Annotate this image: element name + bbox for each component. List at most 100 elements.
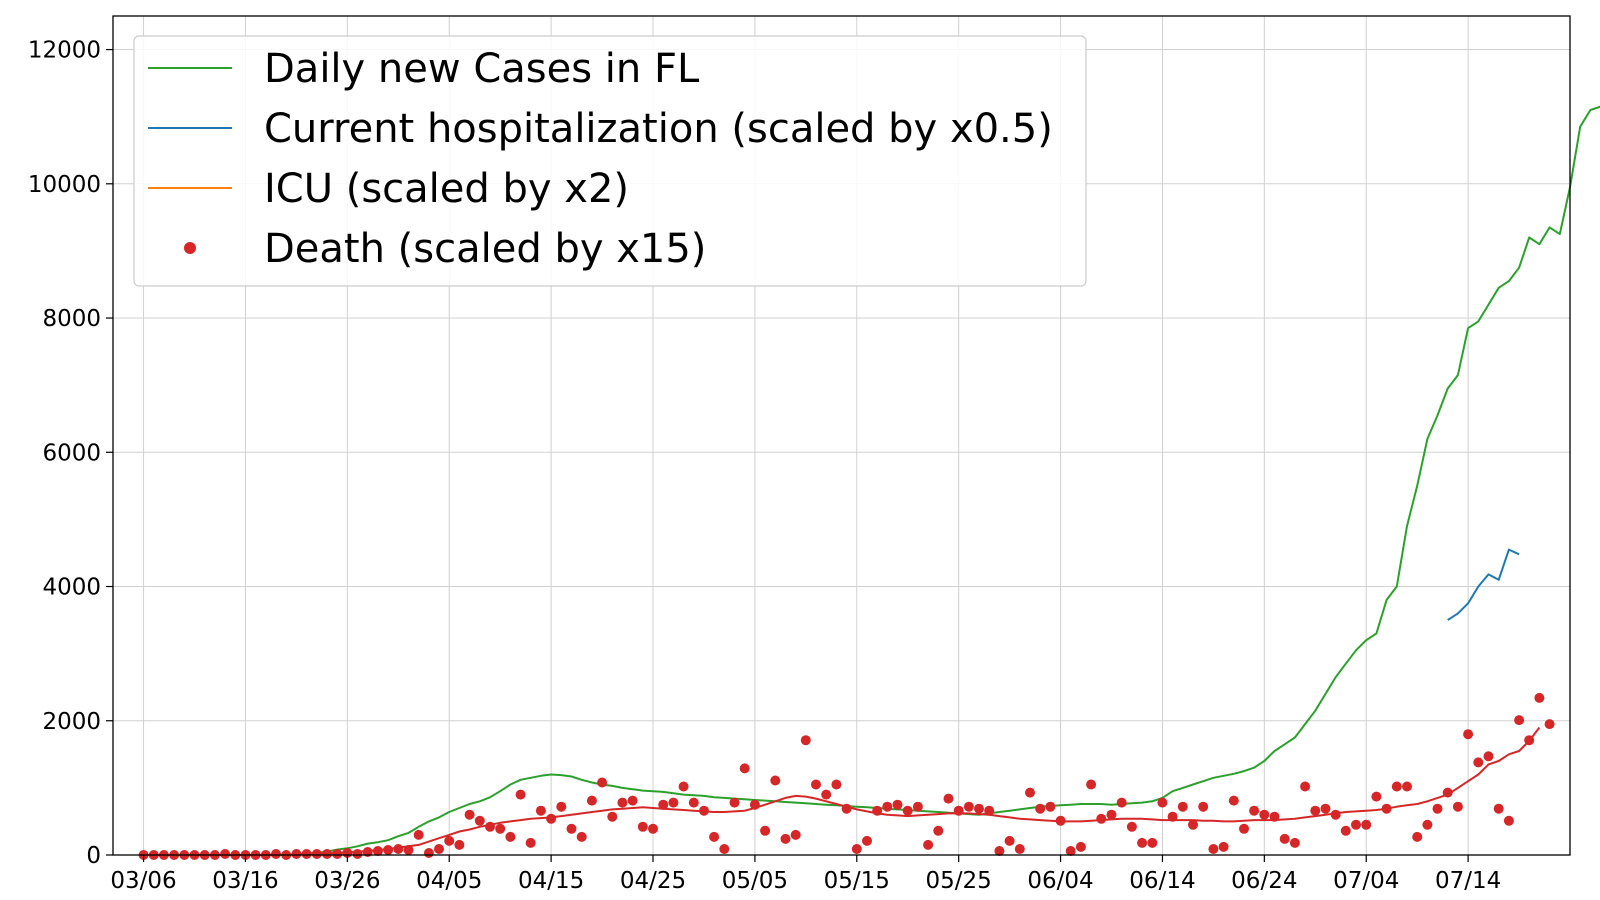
death-point — [1289, 837, 1300, 848]
legend-label: Current hospitalization (scaled by x0.5) — [264, 106, 1053, 152]
death-point — [1259, 809, 1270, 820]
death-point — [923, 839, 934, 850]
death-point — [1514, 715, 1525, 726]
death-point — [719, 844, 730, 854]
death-point — [831, 779, 842, 790]
death-point — [668, 797, 679, 808]
death-point — [1177, 801, 1188, 812]
legend-label: Death (scaled by x15) — [264, 226, 706, 272]
death-point — [617, 797, 628, 808]
death-point — [790, 829, 801, 840]
death-point — [800, 735, 811, 746]
y-tick-label: 0 — [86, 843, 101, 869]
death-point — [811, 779, 821, 790]
death-point — [515, 789, 526, 800]
death-point — [1126, 821, 1137, 832]
death-point — [495, 823, 506, 834]
death-point — [729, 797, 740, 808]
x-tick-label: 07/14 — [1435, 868, 1501, 894]
death-point — [1137, 837, 1148, 848]
death-point — [974, 803, 984, 814]
death-point — [1116, 797, 1127, 808]
series-death-scaled-by-x15 — [138, 692, 1555, 860]
x-tick-label: 03/26 — [314, 868, 380, 894]
x-tick-label: 05/05 — [722, 868, 788, 894]
plot-frame — [112, 15, 1571, 856]
death-point — [637, 821, 648, 832]
death-point — [1503, 815, 1514, 826]
axes: 0 2000 4000 6000 8000 10000 12000 03/06 03/16 03/… — [28, 38, 1501, 894]
death-point — [912, 801, 923, 812]
death-point — [464, 809, 475, 820]
series-daily-new-cases-in-fl — [143, 104, 1600, 856]
series-line-current-hospitalization-scaled-by-x0-5 — [1447, 548, 1520, 621]
death-point — [607, 811, 618, 822]
y-tick-label: 2000 — [42, 709, 101, 735]
x-tick-label: 04/15 — [518, 868, 584, 894]
death-point — [1340, 825, 1351, 836]
death-point — [1045, 801, 1056, 812]
death-point — [1096, 813, 1107, 824]
death-point — [688, 797, 699, 808]
death-point — [1025, 787, 1035, 798]
x-tick-label: 04/25 — [620, 868, 686, 894]
death-point — [1310, 805, 1321, 816]
death-point — [546, 813, 557, 824]
death-point — [882, 801, 893, 812]
series-death-trend — [143, 726, 1541, 856]
death-point — [658, 799, 669, 810]
death-point — [556, 801, 567, 812]
death-point — [902, 805, 913, 816]
death-point — [963, 801, 974, 812]
series-line-daily-new-cases-in-fl — [143, 104, 1600, 856]
x-tick-label: 06/24 — [1231, 868, 1297, 894]
death-point — [1483, 751, 1494, 762]
death-point — [1218, 841, 1229, 852]
x-tick-label: 03/06 — [110, 868, 176, 894]
death-point — [474, 815, 485, 826]
x-tick-label: 03/16 — [212, 868, 278, 894]
death-point — [1402, 781, 1412, 792]
death-point — [1371, 791, 1382, 802]
series-line-death-trend — [143, 726, 1541, 856]
legend: Daily new Cases in FL Current hospitaliza… — [133, 35, 1087, 287]
death-point — [1463, 729, 1474, 740]
y-tick-label: 10000 — [28, 172, 101, 198]
series-layer — [138, 104, 1600, 860]
legend-dot-marker — [184, 242, 196, 254]
death-point — [597, 777, 608, 788]
legend-entry: Death (scaled by x15) — [184, 226, 706, 272]
death-point — [1157, 797, 1168, 808]
death-point — [851, 844, 862, 854]
death-point — [1544, 719, 1555, 730]
death-point — [1473, 757, 1484, 768]
death-point — [1320, 803, 1331, 814]
death-point — [1004, 835, 1015, 846]
death-point — [709, 831, 720, 842]
death-point — [1534, 692, 1545, 703]
death-point — [627, 795, 638, 806]
death-point — [1014, 844, 1025, 854]
death-point — [454, 839, 465, 850]
legend-label: ICU (scaled by x2) — [264, 166, 629, 212]
x-tick-label: 05/15 — [824, 868, 890, 894]
death-point — [1432, 803, 1443, 814]
death-point — [933, 825, 944, 836]
death-point — [1239, 823, 1249, 834]
legend-label: Daily new Cases in FL — [264, 46, 700, 92]
death-point — [413, 829, 424, 840]
death-point — [1452, 801, 1463, 812]
death-point — [1249, 805, 1260, 816]
death-point — [1065, 846, 1076, 856]
death-point — [780, 833, 791, 844]
death-point — [1228, 795, 1239, 806]
death-point — [892, 799, 903, 810]
death-point — [943, 793, 954, 804]
x-tick-label: 07/04 — [1333, 868, 1399, 894]
death-point — [1106, 809, 1117, 820]
death-point — [862, 835, 872, 846]
y-tick-label: 4000 — [42, 575, 101, 601]
legend-entry: Current hospitalization (scaled by x0.5) — [148, 106, 1053, 152]
